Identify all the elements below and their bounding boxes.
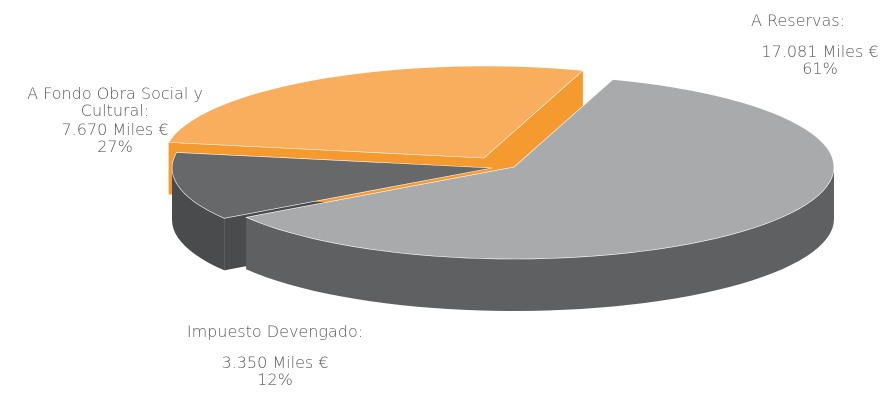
slice-label-reservas: A Reservas: 17.081 Miles € 61%	[745, 12, 894, 77]
slice-impuesto	[171, 152, 493, 219]
slice-percent-impuesto: 12%	[257, 370, 293, 389]
slice-reservas	[245, 79, 835, 260]
slice-label-impuesto: Impuesto Devengado: 3.350 Miles € 12%	[165, 323, 385, 388]
slice-amount-impuesto: 3.350 Miles €	[221, 353, 329, 372]
pie-tops	[168, 65, 835, 260]
slice-outer-wall-reservas-0	[246, 167, 834, 311]
slice-percent-reservas: 61%	[802, 59, 838, 78]
slice-outer-wall-impuesto-0	[172, 168, 225, 271]
slice-percent-fondo: 27%	[97, 137, 133, 156]
slice-name-fondo-line2: Cultural:	[80, 101, 150, 120]
slice-fondo	[168, 65, 584, 159]
slice-name-reservas: A Reservas:	[751, 11, 846, 30]
slice-name-impuesto: Impuesto Devengado:	[186, 322, 364, 341]
slice-name-fondo-line1: A Fondo Obra Social y	[27, 84, 203, 103]
slice-label-fondo: A Fondo Obra Social y Cultural: 7.670 Mi…	[0, 85, 230, 155]
slice-amount-fondo: 7.670 Miles €	[61, 120, 169, 139]
slice-amount-reservas: 17.081 Miles €	[761, 42, 879, 61]
